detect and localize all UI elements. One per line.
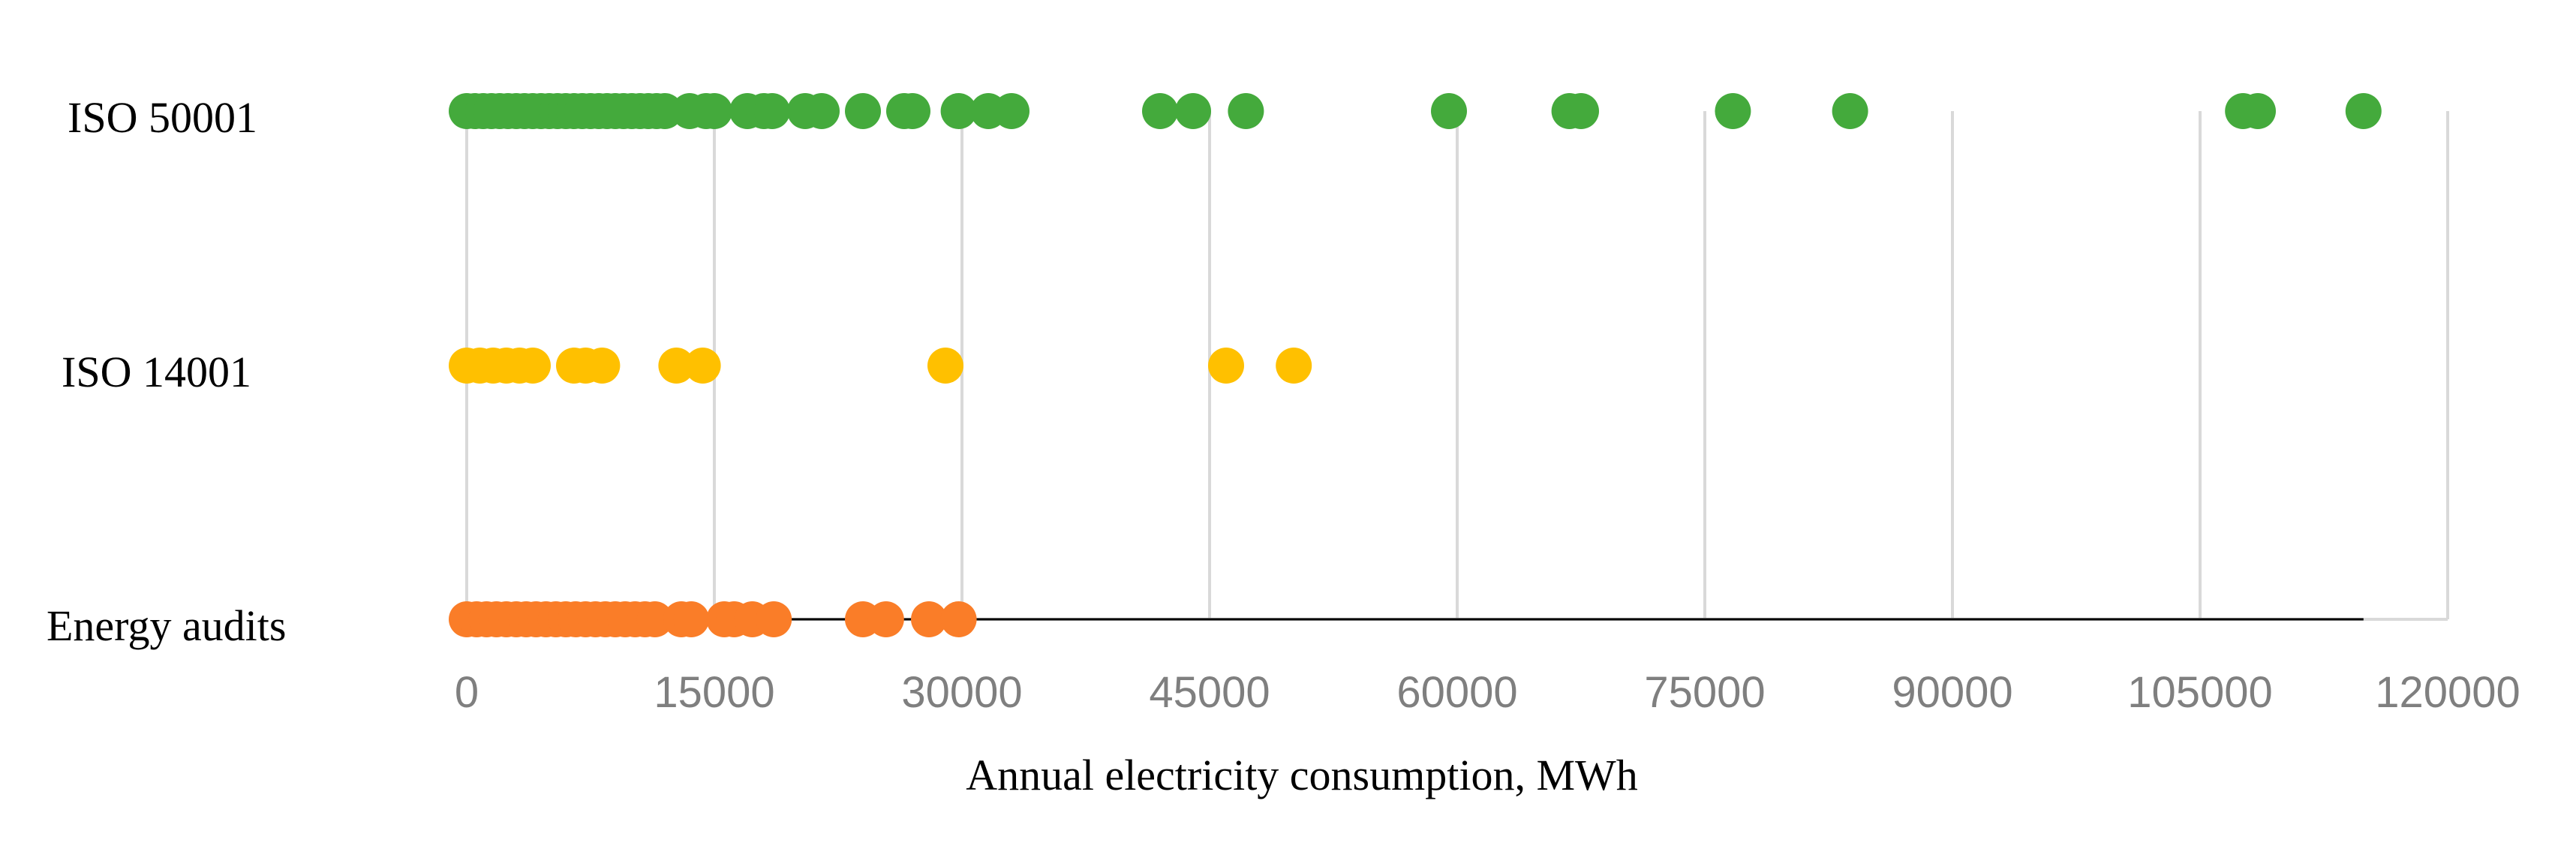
point-iso-50001-24	[647, 93, 683, 129]
series-energy-audits	[449, 601, 977, 637]
point-iso-50001-44	[1563, 93, 1599, 129]
x-tick-label-60000: 60000	[1396, 668, 1517, 717]
x-tick-label-120000: 120000	[2375, 668, 2520, 717]
point-energy-audits-29	[940, 601, 977, 637]
point-iso-50001-45	[1715, 93, 1751, 129]
gridlines	[465, 111, 2449, 621]
point-energy-audits-19	[636, 601, 673, 637]
point-iso-50001-40	[1175, 93, 1211, 129]
x-tick-label-30000: 30000	[901, 668, 1022, 717]
point-iso-50001-41	[1228, 93, 1264, 129]
data-points	[449, 93, 2382, 637]
point-iso-50001-39	[1142, 93, 1178, 129]
series-iso-50001	[449, 93, 2382, 129]
point-iso-50001-42	[1431, 93, 1467, 129]
point-iso-14001-8	[584, 348, 621, 384]
point-iso-14001-5	[515, 348, 551, 384]
point-iso-50001-27	[696, 93, 732, 129]
point-iso-50001-35	[894, 93, 930, 129]
point-energy-audits-27	[867, 601, 904, 637]
point-iso-50001-49	[2345, 93, 2382, 129]
x-tick-label-15000: 15000	[654, 668, 774, 717]
x-tick-label-0: 0	[455, 668, 479, 717]
point-iso-50001-32	[804, 93, 840, 129]
point-energy-audits-21	[673, 601, 710, 637]
x-axis-ticks: 0 15000 30000 45000 60000 75000 90000 105000 120…	[455, 668, 2520, 717]
point-iso-14001-13	[1276, 348, 1312, 384]
point-iso-50001-36	[940, 93, 977, 129]
point-iso-50001-30	[754, 93, 790, 129]
category-label-energy-audits: Energy audits	[47, 601, 286, 650]
point-energy-audits-28	[911, 601, 947, 637]
point-iso-50001-38	[993, 93, 1029, 129]
point-iso-14001-12	[1208, 348, 1244, 384]
point-iso-14001-11	[927, 348, 963, 384]
point-iso-50001-48	[2240, 93, 2276, 129]
category-label-iso-50001: ISO 50001	[68, 93, 257, 142]
series-iso-14001	[449, 348, 1312, 384]
x-tick-label-105000: 105000	[2127, 668, 2273, 717]
x-axis-title: Annual electricity consumption, MWh	[966, 751, 1638, 799]
point-iso-14001-9	[658, 348, 695, 384]
x-tick-label-75000: 75000	[1644, 668, 1765, 717]
point-energy-audits-25	[756, 601, 792, 637]
category-labels: ISO 50001 ISO 14001 Energy audits	[47, 93, 286, 650]
point-iso-50001-46	[1832, 93, 1868, 129]
point-iso-14001-10	[684, 348, 721, 384]
point-iso-50001-33	[845, 93, 881, 129]
x-tick-label-45000: 45000	[1149, 668, 1270, 717]
x-tick-label-90000: 90000	[1892, 668, 2012, 717]
category-label-iso-14001: ISO 14001	[62, 348, 251, 396]
